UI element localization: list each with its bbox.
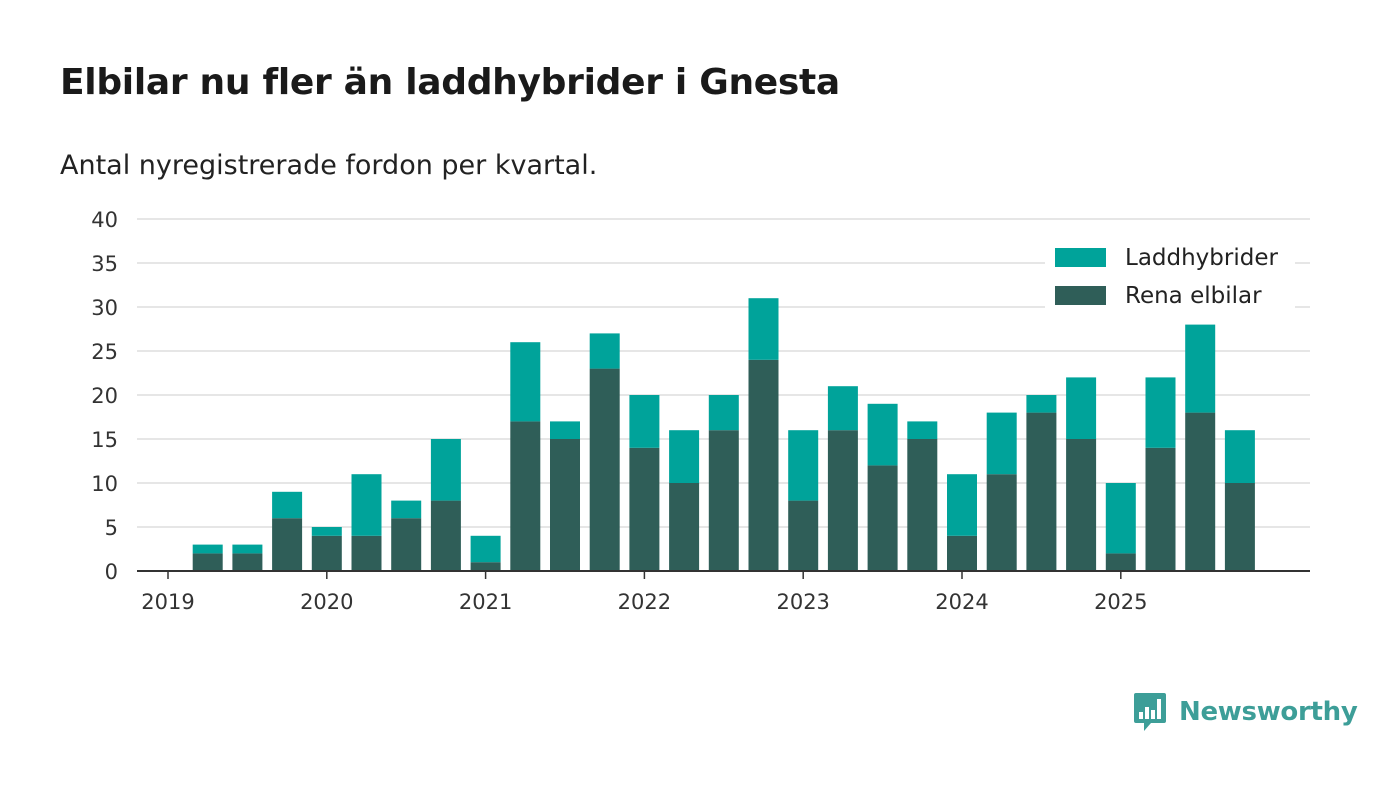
bar-laddhybrider	[867, 403, 898, 466]
bar-rena-elbilar	[947, 535, 977, 571]
y-tick-label: 35	[91, 252, 118, 276]
legend-label: Rena elbilar	[1125, 283, 1262, 309]
bar-laddhybrider	[827, 386, 858, 431]
bar-laddhybrider	[311, 527, 342, 536]
y-tick-label: 5	[105, 516, 118, 540]
legend-swatch	[1055, 248, 1106, 267]
bar-rena-elbilar	[430, 500, 461, 571]
chart-title: Elbilar nu fler än laddhybrider i Gnesta	[60, 62, 840, 103]
bar-laddhybrider	[947, 474, 977, 536]
bar-laddhybrider	[907, 421, 938, 439]
y-tick-label: 40	[91, 208, 118, 232]
x-tick-label: 2022	[618, 590, 671, 614]
bar-rena-elbilar	[669, 483, 700, 571]
bars	[192, 298, 1255, 571]
bar-laddhybrider	[629, 395, 660, 448]
bar-rena-elbilar	[192, 553, 223, 571]
x-tick-label: 2021	[459, 590, 512, 614]
x-tick-label: 2019	[141, 590, 194, 614]
bar-laddhybrider	[788, 430, 819, 501]
bar-laddhybrider	[1026, 395, 1057, 413]
newsworthy-brand: Newsworthy	[1133, 690, 1358, 734]
legend-label: Laddhybrider	[1125, 245, 1278, 271]
bar-rena-elbilar	[1026, 412, 1057, 571]
bar-rena-elbilar	[232, 553, 263, 571]
y-tick-label: 20	[91, 384, 118, 408]
x-tick-label: 2024	[935, 590, 988, 614]
bar-rena-elbilar	[351, 535, 382, 571]
bar-laddhybrider	[470, 535, 501, 563]
bar-laddhybrider	[391, 500, 422, 519]
bar-rena-elbilar	[311, 535, 342, 571]
bar-laddhybrider	[708, 395, 739, 431]
y-tick-label: 15	[91, 428, 118, 452]
y-axis-ticks: 0 5 10 15 20 25 30 35 40	[91, 208, 118, 584]
bar-rena-elbilar	[1105, 553, 1136, 571]
bar-rena-elbilar	[827, 430, 858, 571]
bar-rena-elbilar	[272, 518, 303, 571]
bar-rena-elbilar	[629, 447, 660, 571]
bar-laddhybrider	[272, 491, 303, 519]
bar-laddhybrider	[589, 333, 620, 369]
x-tick-label: 2025	[1094, 590, 1147, 614]
bar-rena-elbilar	[589, 368, 620, 571]
bar-laddhybrider	[1145, 377, 1176, 448]
brand-name: Newsworthy	[1179, 697, 1358, 727]
bar-laddhybrider	[1185, 324, 1216, 413]
bar-laddhybrider	[550, 421, 580, 439]
bar-laddhybrider	[1224, 430, 1255, 483]
x-axis-ticks: 2019 2020 2021 2022 2023 2024 2025	[141, 571, 1148, 614]
y-tick-label: 30	[91, 296, 118, 320]
bar-laddhybrider	[986, 412, 1017, 475]
bar-rena-elbilar	[1145, 447, 1176, 571]
bar-rena-elbilar	[907, 439, 938, 571]
bar-laddhybrider	[232, 544, 263, 554]
bar-rena-elbilar	[867, 465, 898, 571]
newsworthy-logo-icon	[1134, 693, 1166, 731]
bar-rena-elbilar	[708, 430, 739, 571]
y-tick-label: 10	[91, 472, 118, 496]
bar-rena-elbilar	[986, 474, 1017, 571]
bar-rena-elbilar	[510, 421, 541, 571]
bar-rena-elbilar	[1066, 439, 1097, 571]
bar-rena-elbilar	[391, 518, 422, 571]
bar-laddhybrider	[669, 430, 700, 483]
chart-subtitle: Antal nyregistrerade fordon per kvartal.	[60, 150, 598, 181]
bar-rena-elbilar	[1185, 412, 1216, 571]
bar-laddhybrider	[1105, 483, 1136, 554]
bar-laddhybrider	[1066, 377, 1097, 439]
bar-rena-elbilar	[788, 500, 819, 571]
legend-swatch	[1055, 286, 1106, 305]
bar-laddhybrider	[351, 474, 382, 536]
bar-laddhybrider	[430, 439, 461, 501]
bar-laddhybrider	[192, 544, 223, 554]
bar-rena-elbilar	[1224, 483, 1255, 571]
bar-laddhybrider	[748, 298, 779, 360]
bar-rena-elbilar	[748, 359, 779, 571]
y-tick-label: 25	[91, 340, 118, 364]
x-tick-label: 2023	[776, 590, 829, 614]
y-tick-label: 0	[105, 560, 118, 584]
bar-rena-elbilar	[470, 562, 501, 571]
x-tick-label: 2020	[300, 590, 353, 614]
bar-rena-elbilar	[550, 439, 580, 571]
bar-laddhybrider	[510, 342, 541, 422]
legend: Laddhybrider Rena elbilar	[1045, 240, 1295, 310]
